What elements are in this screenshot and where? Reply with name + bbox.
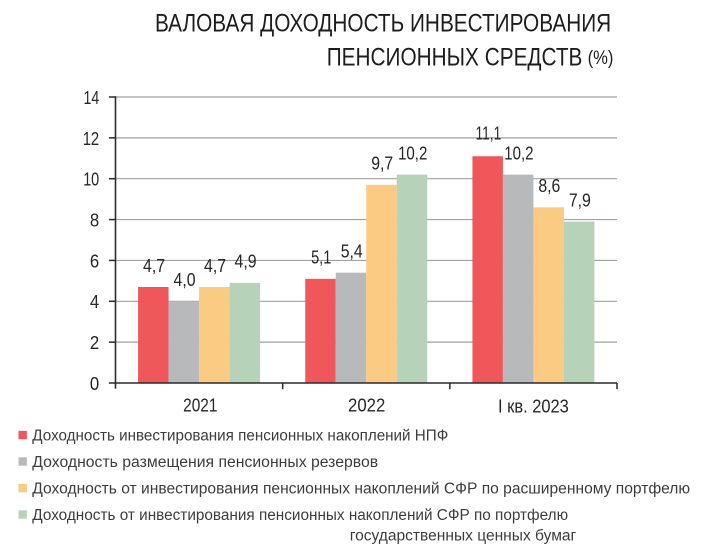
- svg-text:12: 12: [83, 128, 100, 149]
- svg-text:Доходность размещения пенсионн: Доходность размещения пенсионных резерво…: [32, 454, 378, 471]
- svg-text:Доходность от инвестирования п: Доходность от инвестирования пенсионных …: [32, 507, 568, 524]
- svg-text:ВАЛОВАЯ ДОХОДНОСТЬ ИНВЕСТИРОВА: ВАЛОВАЯ ДОХОДНОСТЬ ИНВЕСТИРОВАНИЯ: [155, 10, 611, 38]
- svg-text:5,1: 5,1: [311, 247, 331, 268]
- svg-text:0: 0: [90, 373, 99, 394]
- svg-text:5,4: 5,4: [341, 240, 363, 261]
- svg-text:14: 14: [84, 87, 100, 108]
- svg-text:2022: 2022: [348, 395, 385, 416]
- svg-text:8: 8: [90, 209, 99, 230]
- svg-text:2: 2: [90, 332, 99, 353]
- svg-text:(%): (%): [588, 47, 614, 69]
- svg-text:4,9: 4,9: [235, 251, 257, 272]
- svg-text:2021: 2021: [183, 395, 217, 416]
- svg-text:Доходность от инвестирования п: Доходность от инвестирования пенсионных …: [32, 481, 690, 498]
- svg-text:ПЕНСИОННЫХ СРЕДСТВ: ПЕНСИОННЫХ СРЕДСТВ: [327, 44, 583, 72]
- svg-text:9,7: 9,7: [371, 153, 393, 174]
- svg-text:6: 6: [90, 250, 99, 271]
- svg-text:10,2: 10,2: [398, 142, 427, 163]
- svg-text:Доходность инвестирования пенс: Доходность инвестирования пенсионных нак…: [32, 427, 448, 444]
- svg-text:государственных ценных бумаг: государственных ценных бумаг: [350, 528, 577, 545]
- svg-text:4: 4: [90, 291, 99, 312]
- svg-text:10: 10: [83, 169, 99, 190]
- svg-text:4,7: 4,7: [143, 255, 165, 276]
- svg-text:10,2: 10,2: [504, 142, 533, 163]
- svg-text:11,1: 11,1: [476, 123, 502, 144]
- svg-text:4,7: 4,7: [204, 255, 226, 276]
- svg-text:I кв. 2023: I кв. 2023: [498, 395, 569, 416]
- svg-text:8,6: 8,6: [538, 175, 560, 196]
- svg-text:7,9: 7,9: [569, 189, 591, 210]
- svg-text:4,0: 4,0: [174, 269, 196, 290]
